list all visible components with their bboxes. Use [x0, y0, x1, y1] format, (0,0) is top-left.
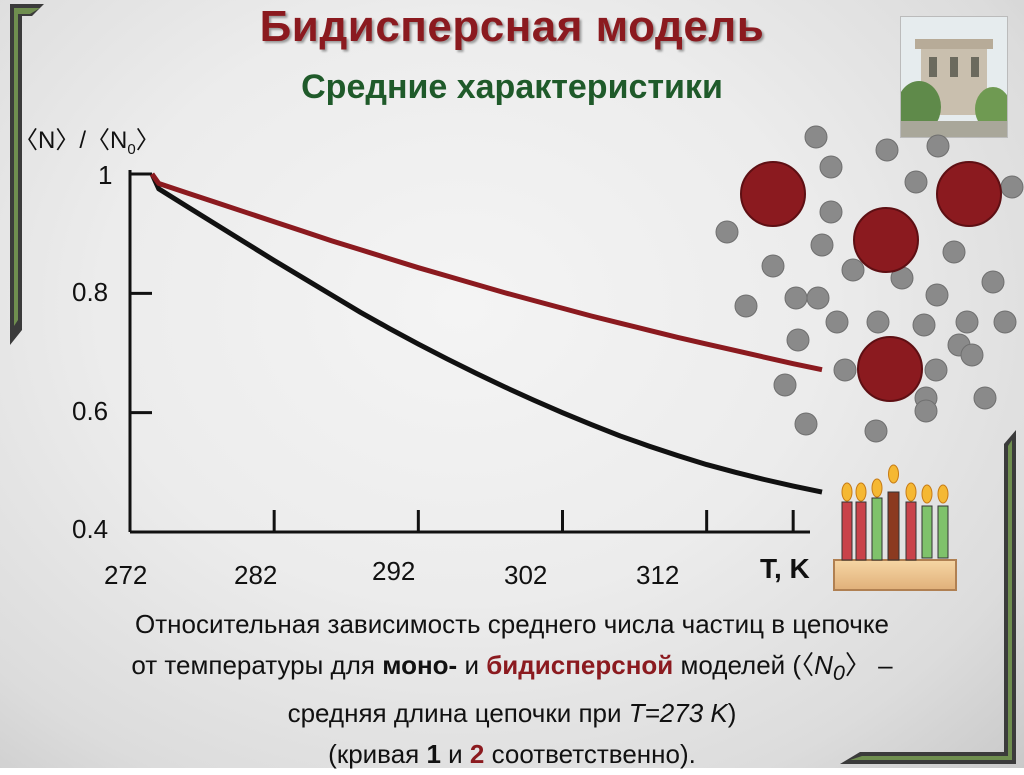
caption-curve-2: 2	[469, 739, 485, 770]
caption-line-1: Относительная зависимость среднего числа…	[135, 609, 889, 639]
large-particle	[740, 161, 806, 227]
figure-caption: Относительная зависимость среднего числа…	[0, 604, 1024, 775]
small-particle	[960, 343, 984, 367]
small-particle	[784, 286, 808, 310]
x-tick-label: 302	[504, 560, 548, 590]
caption-n-subscript: 0	[832, 660, 845, 686]
birthday-cake-icon	[833, 464, 957, 591]
series-line-2	[149, 172, 823, 373]
small-particle	[810, 233, 834, 257]
y-axis-label: 〈N〉/〈N0〉	[14, 120, 160, 158]
slide-subtitle: Средние характеристики	[301, 68, 723, 106]
y-axis-label-part: 〈N〉	[14, 127, 80, 154]
caption-n-symbol: N	[814, 650, 833, 680]
small-particle	[864, 419, 888, 443]
small-particle	[926, 134, 950, 158]
caption-text: и	[440, 739, 470, 770]
small-particle	[875, 138, 899, 162]
caption-text: (кривая	[328, 739, 427, 770]
small-particle	[819, 200, 843, 224]
x-axis-label: T, K	[760, 553, 810, 584]
y-tick-label: 0.6	[72, 396, 109, 426]
small-particle	[715, 220, 739, 244]
caption-line-3: средняя длина цепочки при T=273 K)	[0, 693, 1024, 734]
caption-temperature: T=273 K	[628, 698, 728, 729]
caption-bidisperse: бидисперсной	[486, 650, 674, 680]
small-particle	[942, 240, 966, 264]
y-axis-label-part: /	[79, 127, 87, 154]
y-axis-label-part: 〉	[135, 127, 160, 154]
caption-text: моделей (〈	[673, 650, 815, 680]
building-photo	[900, 16, 1008, 138]
slide-title: Бидисперсная модель	[259, 2, 765, 51]
small-particle	[912, 313, 936, 337]
large-particle	[857, 336, 923, 402]
y-tick-label: 0.4	[72, 514, 109, 544]
small-particle	[866, 310, 890, 334]
frame-corner-left-accent	[14, 8, 40, 326]
small-particle	[794, 412, 818, 436]
caption-text: средняя длина цепочки при	[287, 698, 629, 729]
small-particle	[734, 294, 758, 318]
caption-curve-1: 1	[426, 739, 441, 770]
small-particle	[924, 358, 948, 382]
small-particle	[819, 155, 843, 179]
small-particle	[973, 386, 997, 410]
x-tick-label: 282	[234, 560, 278, 590]
y-axis-label-part: 0	[127, 140, 136, 158]
y-tick-label: 0.8	[72, 277, 109, 307]
small-particle	[825, 310, 849, 334]
caption-text: )	[727, 698, 737, 729]
caption-line-4: (кривая 1 и 2 соответственно).	[0, 734, 1024, 775]
frame-corner-left	[10, 4, 44, 345]
small-particle	[833, 358, 857, 382]
caption-mono: моно-	[382, 650, 458, 680]
caption-text: соответственно).	[484, 739, 696, 770]
small-particle	[981, 270, 1005, 294]
small-particle	[993, 310, 1017, 334]
large-particle	[936, 161, 1002, 227]
x-tick-label: 292	[372, 556, 416, 586]
small-particle	[955, 310, 979, 334]
caption-text: от температуры для	[131, 650, 383, 680]
y-tick-label: 1	[98, 160, 113, 190]
small-particle	[806, 286, 830, 310]
x-tick-label: 312	[636, 560, 680, 590]
series-line-1	[149, 172, 823, 495]
caption-text: и	[457, 650, 487, 680]
small-particle	[761, 254, 785, 278]
small-particle	[914, 399, 938, 423]
small-particle	[786, 328, 810, 352]
small-particle	[773, 373, 797, 397]
small-particle	[1000, 175, 1024, 199]
caption-text: 〉 –	[844, 650, 893, 680]
y-axis-label-part: 〈N	[86, 127, 128, 154]
caption-line-2: от температуры для моно- и бидисперсной …	[0, 645, 1024, 693]
small-particle	[925, 283, 949, 307]
small-particle	[841, 258, 865, 282]
x-tick-label: 272	[104, 560, 148, 590]
small-particle	[804, 125, 828, 149]
small-particle	[904, 170, 928, 194]
large-particle	[853, 207, 919, 273]
